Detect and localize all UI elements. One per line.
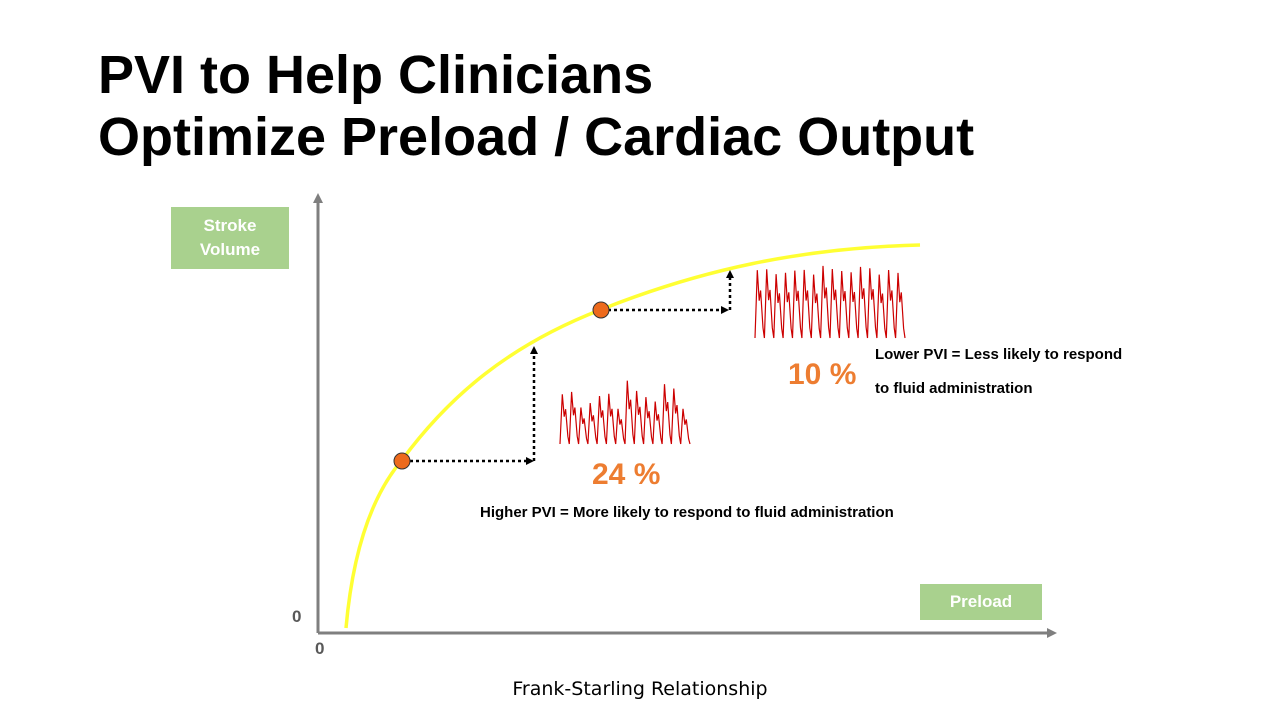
- preload-label: Preload: [920, 584, 1042, 620]
- low-pvi-description-line-1: Lower PVI = Less likely to respond: [875, 346, 1123, 363]
- low-pvi-point: [592, 301, 610, 319]
- low-pvi-description-line-2: to fluid administration: [875, 380, 1033, 397]
- x-axis-zero: 0: [315, 639, 325, 658]
- preload-label-text: Preload: [949, 592, 1013, 611]
- title-line-2: Optimize Preload / Cardiac Output: [98, 107, 975, 167]
- low-pvi-waveform: [754, 265, 906, 339]
- high-pvi-description: Higher PVI = More likely to respond to f…: [480, 504, 894, 521]
- high-pvi-percent: 24 %: [592, 458, 661, 491]
- stroke-volume-label-text: Stroke Volume: [199, 216, 261, 259]
- title-line-1: PVI to Help Clinicians: [98, 45, 654, 105]
- frank-starling-curve: [344, 243, 921, 629]
- low-pvi-percent: 10 %: [788, 358, 857, 391]
- high-pvi-waveform: [559, 380, 691, 445]
- slide-title: PVI to Help Clinicians Optimize Preload …: [98, 44, 974, 168]
- high-pvi-point: [393, 452, 411, 470]
- stroke-volume-label: Stroke Volume: [171, 207, 289, 269]
- figure-caption: Frank-Starling Relationship: [512, 678, 768, 700]
- y-axis-zero: 0: [292, 607, 302, 626]
